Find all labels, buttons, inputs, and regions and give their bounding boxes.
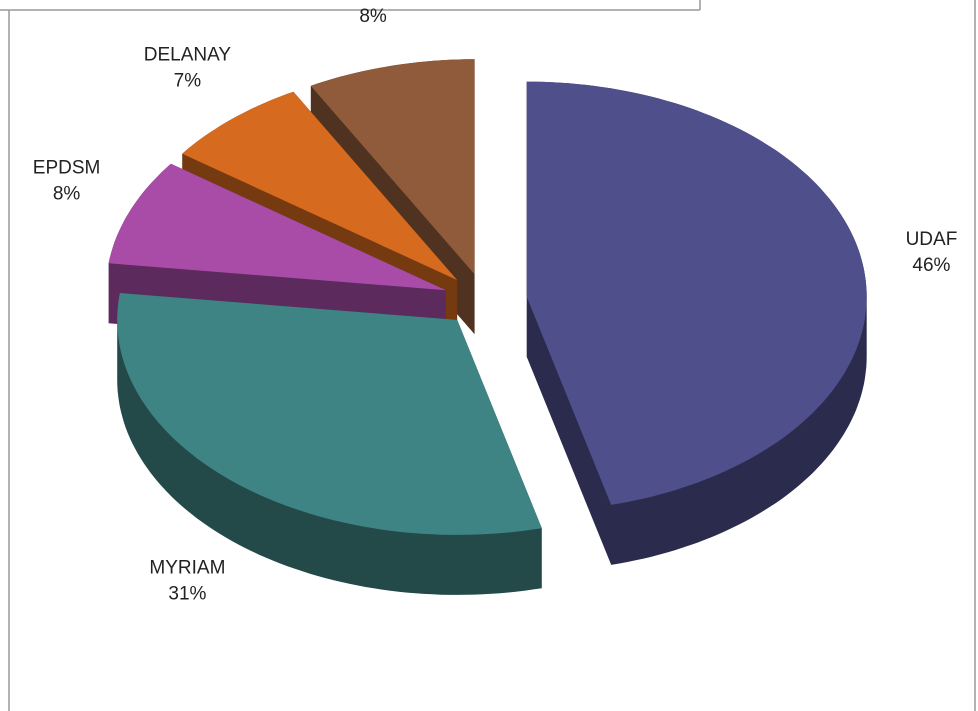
data-label-name: B.DOUBET (325, 0, 423, 1)
slice (117, 293, 542, 535)
data-label-name: MYRIAM (149, 558, 225, 579)
data-label-value: 31% (168, 584, 206, 605)
slice (526, 81, 867, 505)
data-label-value: 46% (912, 255, 950, 276)
slice (108, 163, 446, 291)
slice (182, 91, 458, 281)
data-label-name: EPDSM (33, 157, 101, 178)
slice (310, 59, 475, 275)
data-label-value: 7% (174, 71, 202, 92)
data-label-value: 8% (359, 6, 387, 27)
data-label-name: UDAF (906, 229, 958, 250)
data-label-name: DELANAY (144, 45, 232, 66)
data-label-value: 8% (53, 183, 81, 204)
